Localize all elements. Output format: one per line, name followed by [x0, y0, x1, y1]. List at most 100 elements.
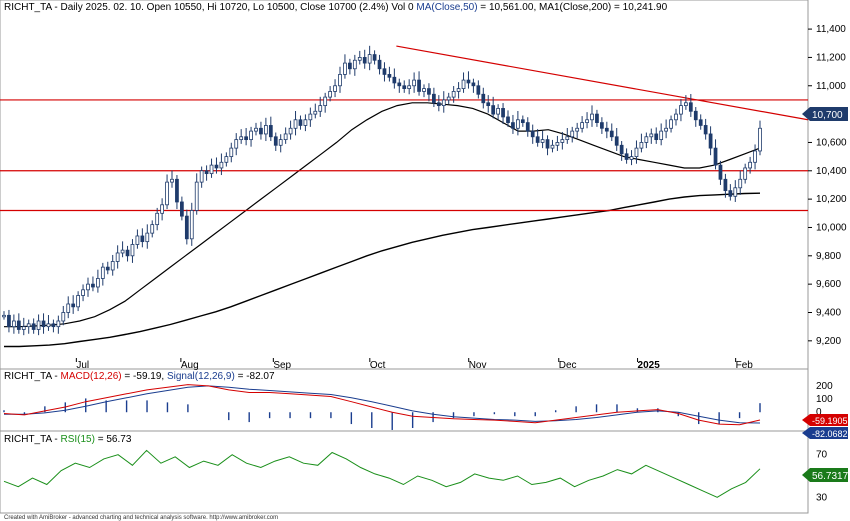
price-ytick-label: 9,600 — [816, 279, 841, 290]
candle-body — [209, 164, 214, 175]
candle-body — [61, 312, 66, 322]
macd-header: RICHT_TA - MACD(12,26) = -59.19, Signal(… — [4, 371, 275, 382]
candle-body — [244, 136, 248, 141]
candle-body — [718, 164, 723, 180]
price-pane — [0, 0, 809, 370]
candle-body — [723, 178, 728, 192]
candle-body — [323, 96, 328, 107]
macd-pane — [0, 368, 809, 432]
candle-body — [619, 144, 624, 155]
candle-body — [293, 119, 298, 129]
candle-body — [525, 122, 530, 132]
candle-body — [56, 320, 61, 328]
candle-body — [708, 133, 713, 149]
xtick-label: Jul — [76, 360, 89, 371]
candle-body — [659, 130, 664, 141]
candle-body — [12, 320, 16, 328]
candle-body — [466, 79, 471, 84]
candle-body — [629, 156, 634, 160]
price-ytick-label: 11,000 — [816, 81, 846, 92]
signal-line — [4, 385, 761, 424]
candle-body — [585, 119, 589, 124]
candle-body — [303, 119, 308, 126]
candle-body — [86, 283, 90, 291]
candle-body — [51, 323, 56, 328]
candle-body — [249, 130, 253, 141]
candle-body — [693, 110, 698, 121]
candle-body — [530, 130, 535, 138]
candle-body — [609, 130, 614, 138]
candle-body — [145, 232, 150, 243]
price-ytick-label: 10,600 — [816, 137, 847, 148]
rsi-pane — [0, 430, 809, 514]
candle-body — [105, 266, 110, 271]
xtick-label: Aug — [181, 360, 199, 371]
candle-body — [91, 283, 95, 288]
candle-body — [150, 224, 155, 234]
candle-body — [496, 108, 500, 115]
candle-body — [422, 88, 426, 92]
price-ytick-label: 11,200 — [816, 52, 846, 63]
candle-body — [175, 178, 179, 203]
candle-body — [333, 85, 337, 92]
candle-body — [501, 108, 505, 118]
candle-body — [2, 314, 6, 318]
candle-body — [688, 102, 693, 112]
candle-body — [580, 122, 584, 129]
xtick-label: Oct — [370, 360, 386, 371]
candle-body — [283, 133, 288, 141]
candle-body — [728, 190, 733, 197]
candle-body — [590, 113, 594, 121]
ma50-line — [4, 102, 761, 328]
candle-body — [26, 323, 31, 328]
candle-body — [738, 178, 743, 189]
candle-body — [110, 261, 115, 271]
candle-body — [427, 88, 431, 95]
candle-body — [135, 235, 140, 245]
candle-body — [120, 249, 125, 254]
candle-body — [565, 136, 570, 141]
candle-body — [343, 62, 347, 75]
candle-body — [46, 323, 51, 328]
candle-body — [338, 74, 342, 87]
candle-body — [397, 82, 402, 87]
candle-body — [575, 127, 580, 132]
price-ytick-label: 11,400 — [816, 24, 846, 35]
candle-body — [204, 170, 209, 175]
candle-body — [451, 91, 456, 98]
candle-body — [649, 133, 654, 138]
candle-body — [357, 57, 362, 61]
candle-body — [441, 99, 446, 107]
candle-body — [268, 125, 273, 138]
candle-body — [273, 136, 278, 146]
ma200-line — [4, 192, 761, 348]
candle-body — [16, 320, 21, 330]
candle-body — [703, 125, 708, 135]
candle-body — [76, 295, 80, 308]
rsi-ytick-label: 70 — [816, 450, 828, 461]
footer-credit: Created with AmiBroker - advanced charti… — [4, 515, 278, 521]
macd-badge: -59.1905 — [802, 414, 848, 426]
candle-body — [100, 266, 105, 279]
candle-body — [170, 178, 174, 183]
candle-body — [407, 85, 412, 90]
candle-body — [71, 303, 76, 308]
candle-body — [7, 314, 11, 328]
price-ytick-label: 10,400 — [816, 166, 847, 177]
candle-body — [654, 133, 659, 141]
candle-body — [432, 93, 436, 104]
candle-body — [758, 127, 762, 152]
trend-line — [396, 45, 809, 121]
price-header: RICHT_TA - Daily 2025. 02. 10. Open 1055… — [4, 2, 668, 13]
xtick-label: 2025 — [638, 360, 661, 371]
candle-body — [644, 136, 649, 143]
price-ytick-label: 9,400 — [816, 307, 841, 318]
candle-body — [461, 79, 466, 89]
candle-body — [387, 74, 392, 78]
rsi-header: RICHT_TA - RSI(15) = 56.73 — [4, 434, 132, 445]
candle-body — [570, 130, 575, 138]
candle-body — [264, 125, 268, 135]
candle-body — [753, 150, 757, 163]
candle-body — [219, 161, 224, 169]
candle-body — [614, 136, 619, 146]
